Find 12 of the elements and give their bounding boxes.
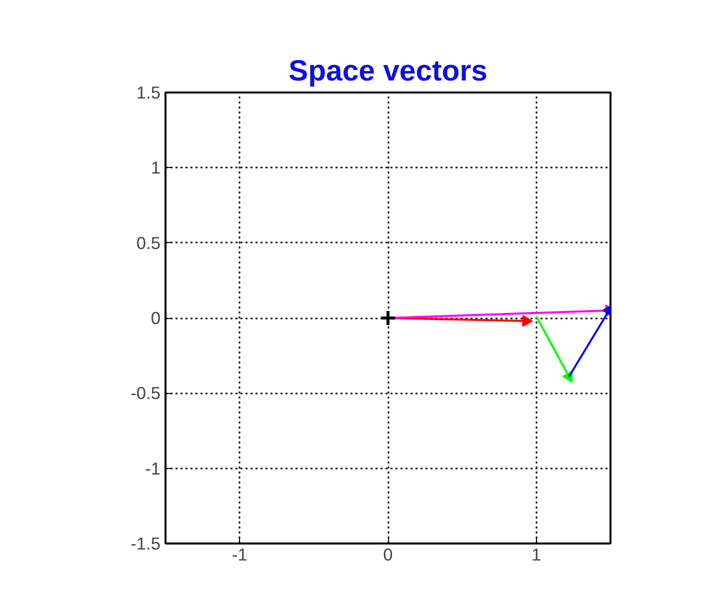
y-tick-label: -1.5 bbox=[130, 534, 160, 554]
x-tick-label: 1 bbox=[532, 544, 542, 564]
point bbox=[380, 310, 396, 326]
y-tick-label: 1 bbox=[150, 158, 161, 178]
y-tick-label: -0.5 bbox=[130, 383, 160, 404]
y-tick-label: -1 bbox=[145, 458, 161, 478]
y-tick-label: 0.5 bbox=[136, 232, 161, 253]
y-tick-label: 1.5 bbox=[136, 82, 161, 102]
x-tick-label: 0 bbox=[383, 544, 393, 564]
y-tick-label: 0 bbox=[150, 308, 161, 328]
x-tick-label: -1 bbox=[232, 544, 248, 564]
chart-title: Space vectors bbox=[288, 54, 488, 88]
